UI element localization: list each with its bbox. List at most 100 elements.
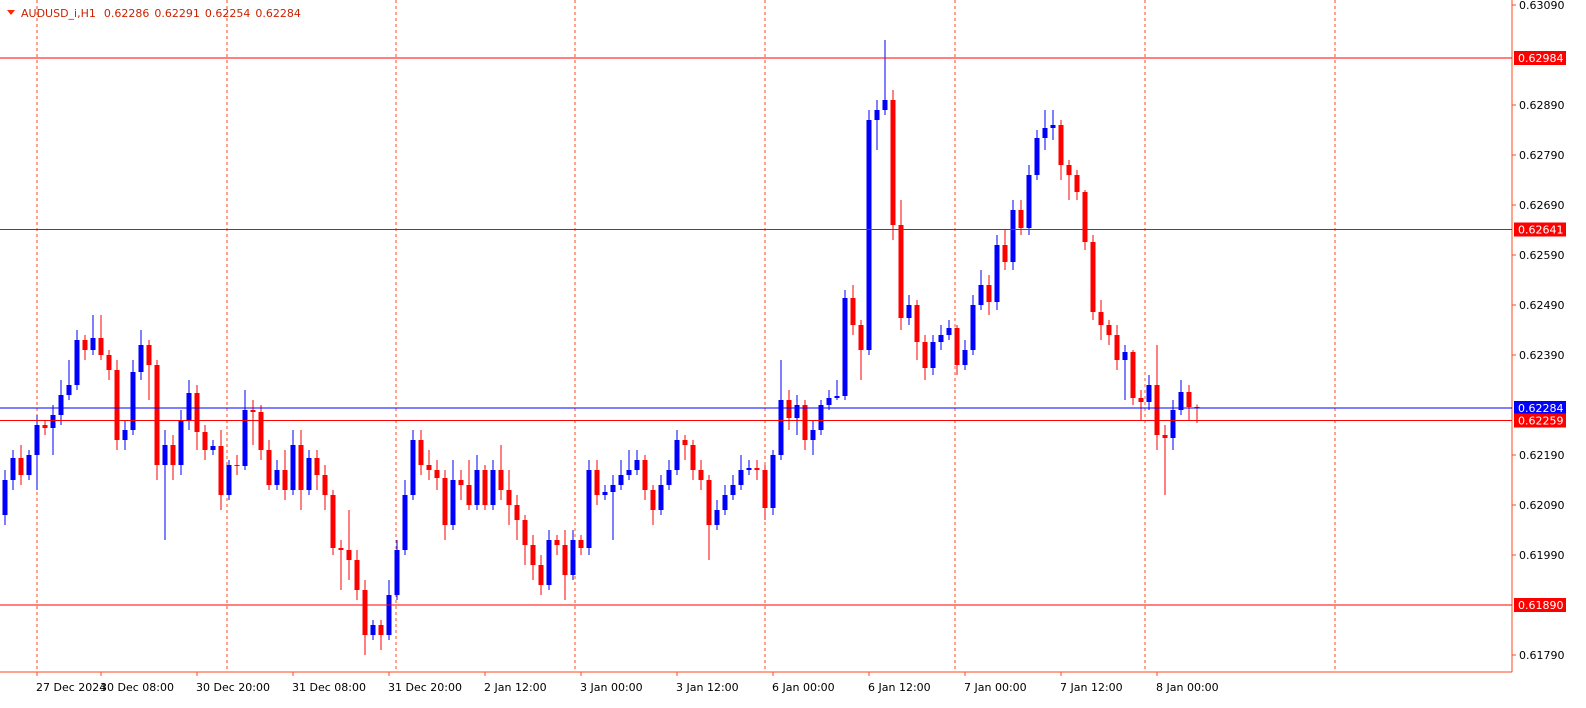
candle-body <box>746 468 752 470</box>
candle-body <box>314 458 320 475</box>
candle-body <box>538 565 544 585</box>
candle-body <box>930 342 936 368</box>
candle-body <box>298 445 304 490</box>
candle-body <box>402 495 408 550</box>
candle-body <box>1130 352 1136 398</box>
price-tag <box>1514 51 1566 65</box>
price-tag-label: 0.62259 <box>1518 415 1564 428</box>
candle-body <box>394 550 400 595</box>
y-tick-label: 0.62790 <box>1519 149 1565 162</box>
candle-body <box>186 393 192 420</box>
candle-body <box>1178 392 1184 410</box>
plot-area <box>2 40 1200 655</box>
price-tag-label: 0.62641 <box>1518 224 1564 237</box>
candle-body <box>570 540 576 575</box>
candle-body <box>1162 435 1168 438</box>
candle-body <box>1066 165 1072 175</box>
candle-body <box>770 455 776 508</box>
candle-body <box>234 465 240 466</box>
y-tick-label: 0.62590 <box>1519 249 1565 262</box>
candle-body <box>450 480 456 525</box>
candle-body <box>74 340 80 385</box>
candle-body <box>482 470 488 505</box>
x-tick-label: 31 Dec 20:00 <box>388 681 462 694</box>
y-tick-label: 0.63090 <box>1519 0 1565 12</box>
candle-body <box>434 470 440 478</box>
candle-body <box>594 470 600 495</box>
candle-body <box>10 458 16 480</box>
candle-body <box>2 480 8 515</box>
candle-body <box>170 445 176 465</box>
x-tick-label: 31 Dec 08:00 <box>292 681 366 694</box>
candle-body <box>1090 242 1096 312</box>
candle-body <box>1138 398 1144 402</box>
candle-body <box>330 495 336 548</box>
candle-body <box>906 305 912 318</box>
candle-body <box>818 405 824 430</box>
y-tick-label: 0.61990 <box>1519 549 1565 562</box>
candle-body <box>1002 245 1008 262</box>
header-close: 0.62284 <box>255 7 301 20</box>
price-tag-label: 0.62984 <box>1518 52 1564 65</box>
candle-body <box>162 445 168 465</box>
candle-body <box>122 430 128 440</box>
candle-body <box>810 430 816 440</box>
candle-body <box>658 485 664 510</box>
y-tick-label: 0.62890 <box>1519 99 1565 112</box>
candle-body <box>1106 325 1112 335</box>
candle-body <box>50 415 56 428</box>
y-tick-label: 0.62190 <box>1519 449 1565 462</box>
candle-body <box>178 420 184 465</box>
price-tag <box>1514 598 1566 612</box>
candle-body <box>426 465 432 470</box>
candle-body <box>514 505 520 520</box>
candle-body <box>610 485 616 492</box>
price-tag <box>1514 401 1566 415</box>
candle-body <box>946 328 952 335</box>
candle-body <box>1018 210 1024 228</box>
candle-body <box>754 468 760 470</box>
candle-body <box>466 485 472 505</box>
candle-body <box>266 450 272 485</box>
y-tick-label: 0.62390 <box>1519 349 1565 362</box>
candle-body <box>34 425 40 455</box>
candle-body <box>1154 385 1160 435</box>
candle-body <box>258 412 264 450</box>
candle-body <box>370 625 376 635</box>
candle-body <box>1122 352 1128 360</box>
candle-body <box>474 470 480 505</box>
candle-body <box>978 285 984 305</box>
candle-body <box>762 470 768 508</box>
candle-body <box>794 405 800 418</box>
candle-body <box>666 470 672 485</box>
candle-body <box>1186 392 1192 407</box>
candle-body <box>954 328 960 365</box>
candle-body <box>90 338 96 350</box>
candle-body <box>506 490 512 505</box>
candle-body <box>138 345 144 372</box>
candle-body <box>338 548 344 550</box>
candle-body <box>850 298 856 325</box>
candle-body <box>554 540 560 545</box>
header-open: 0.62286 <box>104 7 150 20</box>
candle-body <box>1050 125 1056 128</box>
candle-body <box>962 350 968 365</box>
candle-body <box>522 520 528 545</box>
candle-body <box>274 470 280 485</box>
candle-body <box>898 225 904 318</box>
header-high: 0.62291 <box>154 7 200 20</box>
candle-body <box>26 455 32 475</box>
candle-body <box>154 365 160 465</box>
x-tick-label: 7 Jan 12:00 <box>1060 681 1123 694</box>
symbol-icon <box>7 10 15 15</box>
candle-body <box>18 458 24 475</box>
candle-body <box>706 480 712 525</box>
candle-body <box>778 400 784 455</box>
candle-body <box>914 305 920 342</box>
x-tick-label: 27 Dec 2024 <box>36 681 106 694</box>
candle-body <box>890 100 896 225</box>
candle-body <box>194 393 200 432</box>
x-tick-label: 6 Jan 00:00 <box>772 681 835 694</box>
candle-body <box>882 100 888 110</box>
